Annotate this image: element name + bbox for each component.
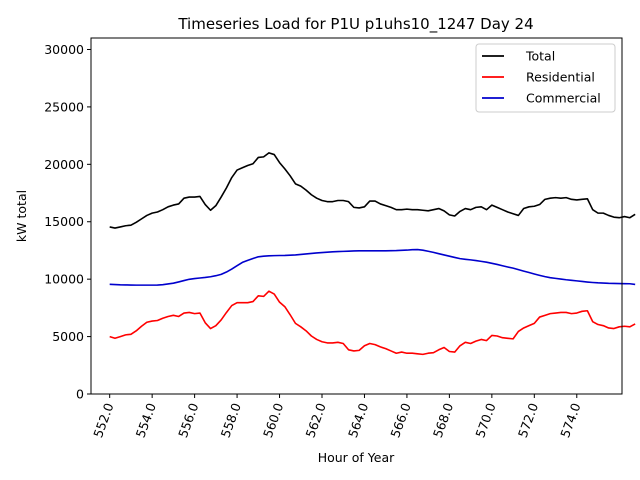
y-tick-label: 10000 [44, 272, 84, 287]
y-tick-label: 20000 [44, 157, 84, 172]
series-layer [109, 152, 636, 356]
plot-frame [90, 37, 623, 395]
y-tick-label: 0 [76, 387, 84, 402]
y-tick-label: 5000 [52, 329, 84, 344]
y-tick-label: 25000 [44, 99, 84, 114]
y-tick-label: 30000 [44, 42, 84, 57]
legend-label-residential: Residential [526, 70, 595, 85]
legend-box [475, 43, 616, 113]
chart-title: Timeseries Load for P1U p1uhs10_1247 Day… [177, 15, 533, 34]
legend: Total Residential Commercial [475, 43, 616, 113]
y-axis: 0 5000 10000 15000 20000 25000 30000 [44, 42, 91, 402]
series-line-total [109, 152, 636, 229]
series-line-residential [109, 290, 636, 356]
x-axis-title: Hour of Year [318, 450, 395, 465]
y-axis-title: kW total [14, 190, 29, 242]
y-tick-label: 15000 [44, 214, 84, 229]
series-line-commercial [109, 248, 636, 286]
legend-label-commercial: Commercial [526, 91, 601, 106]
legend-label-total: Total [525, 49, 555, 64]
